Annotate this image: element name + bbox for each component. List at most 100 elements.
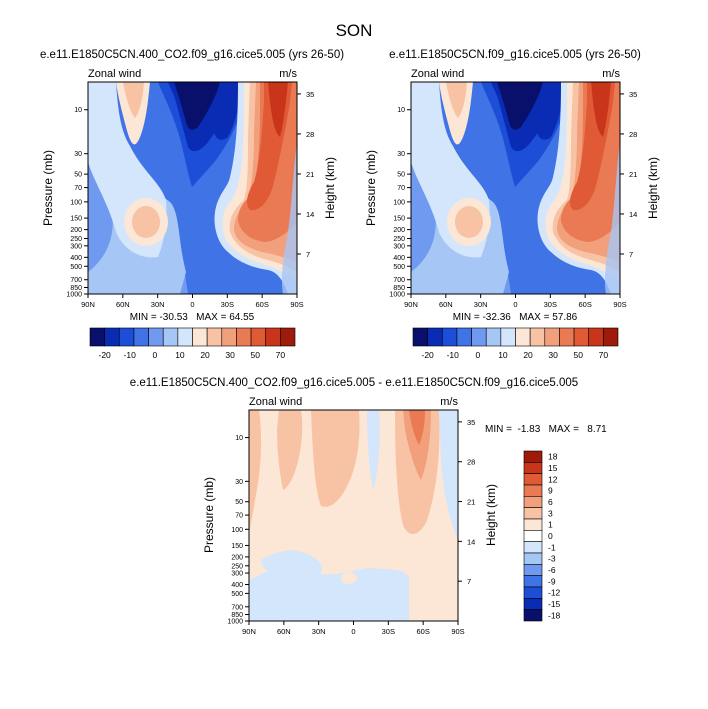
colorbar-label: 10 [498,350,508,360]
latitude-tick-label: 60S [255,300,268,309]
colorbar-label: 20 [523,350,533,360]
colorbar-label: 18 [548,452,558,462]
height-tick-label: 14 [629,210,637,219]
colorbar-swatch [523,564,543,576]
colorbar-swatch [148,327,164,347]
colorbar-swatch [588,327,604,347]
panel-3-contour-field [249,410,458,621]
pressure-tick-label: 1000 [227,619,243,626]
panel-2-ylabel-right: Height (km) [646,157,660,219]
pressure-tick-label: 50 [397,172,405,179]
latitude-tick-label: 60S [578,300,591,309]
colorbar-swatch [104,327,120,347]
pressure-tick-label: 850 [70,285,82,292]
colorbar-label: 30 [548,350,558,360]
colorbar-swatch [603,327,619,347]
pressure-tick-label: 400 [70,255,82,262]
colorbar-swatch [523,450,543,463]
latitude-tick-label: 60N [116,300,130,309]
pressure-tick-label: 150 [231,543,243,550]
colorbar-swatch [523,598,543,610]
latitude-tick-label: 90N [81,300,95,309]
pressure-tick-label: 850 [231,612,243,619]
colorbar-label: 70 [599,350,609,360]
panel-3-title: e.e11.E1850C5CN.400_CO2.f09_g16.cice5.00… [130,377,578,389]
colorbar-swatch [523,530,543,542]
pressure-tick-label: 400 [231,582,243,589]
colorbar-swatch [221,327,237,347]
colorbar-label: 50 [574,350,584,360]
colorbar-swatch [192,327,208,347]
pressure-tick-label: 250 [231,563,243,570]
colorbar-swatch [523,507,543,520]
colorbar-swatch [523,609,543,622]
colorbar-label: -9 [548,576,556,586]
panel-3-variable-label: Zonal wind [249,396,302,408]
pressure-tick-label: 1000 [389,292,405,299]
colorbar-label: -1 [548,542,556,552]
pressure-tick-label: 850 [393,285,405,292]
colorbar-label: 1 [548,520,553,530]
panel-2-stats: MIN = -32.36 MAX = 57.86 [453,312,578,323]
latitude-tick-label: 0 [351,627,355,636]
colorbar-label: 30 [225,350,235,360]
colorbar-swatch [523,462,543,474]
colorbar-swatch [265,327,281,347]
height-tick-label: 7 [629,250,633,259]
latitude-tick-label: 90S [451,627,464,636]
panel-1-height-axis: 35 28 21 14 7 [297,90,314,259]
pressure-tick-label: 700 [393,277,405,284]
panel-1-ylabel-right: Height (km) [323,157,337,219]
pressure-tick-label: 500 [70,264,82,271]
pressure-tick-label: 200 [70,227,82,234]
panel-1-contours [88,82,297,294]
colorbar-label: 15 [548,463,558,473]
colorbar-swatch [573,327,590,347]
height-tick-label: 28 [467,458,475,467]
colorbar-swatch [515,327,531,347]
colorbar-swatch [523,496,543,508]
pressure-tick-label: 1000 [66,292,82,299]
colorbar-label: -18 [548,610,561,620]
colorbar-label: 0 [475,350,480,360]
pressure-tick-label: 70 [235,513,243,520]
latitude-tick-label: 30N [151,300,165,309]
pressure-tick-label: 700 [231,604,243,611]
pressure-tick-label: 300 [70,243,82,250]
colorbar-label: 10 [175,350,185,360]
pressure-tick-label: 300 [393,243,405,250]
colorbar-swatch [280,327,296,347]
colorbar-label: 6 [548,497,553,507]
height-tick-label: 35 [467,418,475,427]
panel-2-units-label: m/s [602,68,620,80]
height-tick-label: 21 [467,498,475,507]
colorbar-swatch [485,327,502,347]
latitude-tick-label: 90S [290,300,303,309]
colorbar-label: 3 [548,508,553,518]
panel-2-colorbar: -20 -10 0 10 20 30 50 70 [412,327,619,360]
pressure-tick-label: 250 [393,236,405,243]
colorbar-label: -10 [447,350,460,360]
colorbar-swatch [523,541,543,554]
height-tick-label: 7 [306,250,310,259]
panel-3-latitude-axis: 90N 60N 30N 0 30S 60S 90S [242,621,465,636]
colorbar-swatch [133,327,149,347]
panel-3-height-axis: 35 28 21 14 7 [458,418,475,586]
height-tick-label: 7 [467,577,471,586]
panel-2-contour-field [411,82,620,294]
latitude-tick-label: 90S [613,300,626,309]
height-tick-label: 35 [629,90,637,99]
pressure-tick-label: 150 [393,216,405,223]
pressure-tick-label: 30 [397,151,405,158]
colorbar-label: 70 [276,350,286,360]
pressure-tick-label: 10 [397,107,405,114]
colorbar-label: -15 [548,599,561,609]
latitude-tick-label: 60N [277,627,291,636]
panel-3-ylabel: Pressure (mb) [202,477,216,553]
panel-3: e.e11.E1850C5CN.400_CO2.f09_g16.cice5.00… [130,377,607,636]
latitude-tick-label: 90N [404,300,418,309]
colorbar-swatch [206,327,223,347]
